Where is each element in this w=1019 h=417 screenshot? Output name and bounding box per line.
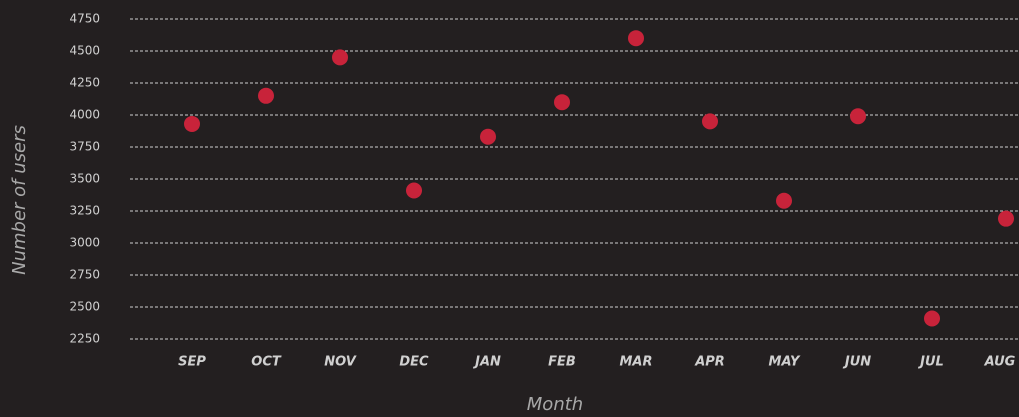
point xyxy=(480,128,496,145)
point xyxy=(554,94,570,111)
y-tick-label: 2500 xyxy=(69,300,100,314)
y-tick-label: 3750 xyxy=(69,140,100,154)
y-axis-label: Number of users xyxy=(9,125,30,275)
x-tick-label: FEB xyxy=(548,355,576,370)
point xyxy=(628,30,644,47)
x-tick-label: DEC xyxy=(399,355,429,370)
point xyxy=(406,182,422,199)
point xyxy=(998,210,1014,227)
y-tick-label: 4500 xyxy=(69,44,100,58)
y-tick-label: 3250 xyxy=(69,204,100,218)
x-tick-label: JUL xyxy=(917,355,944,370)
x-axis-label: Month xyxy=(527,394,583,415)
point xyxy=(702,113,718,130)
x-tick-label: APR xyxy=(694,355,725,370)
x-tick-label: AUG xyxy=(984,355,1016,370)
point xyxy=(184,115,200,132)
y-tick-label: 4000 xyxy=(69,108,100,122)
x-tick-label: JAN xyxy=(472,355,501,370)
point xyxy=(850,108,866,125)
x-tick-label: NOV xyxy=(324,355,356,370)
y-tick-label: 3000 xyxy=(69,236,100,250)
y-tick-label: 2750 xyxy=(69,268,100,282)
point xyxy=(258,87,274,104)
y-tick-label: 4750 xyxy=(69,12,100,26)
y-tick-label: 2250 xyxy=(69,332,100,346)
x-tick-label: MAY xyxy=(769,355,802,370)
point xyxy=(776,192,792,209)
y-tick-label: 3500 xyxy=(69,172,100,186)
x-tick-label: MAR xyxy=(619,355,652,370)
x-tick-label: SEP xyxy=(178,355,206,370)
x-tick-label: JUN xyxy=(842,355,871,370)
point xyxy=(332,49,348,66)
x-tick-label: OCT xyxy=(251,355,282,370)
point xyxy=(924,310,940,327)
y-tick-label: 4250 xyxy=(69,76,100,90)
